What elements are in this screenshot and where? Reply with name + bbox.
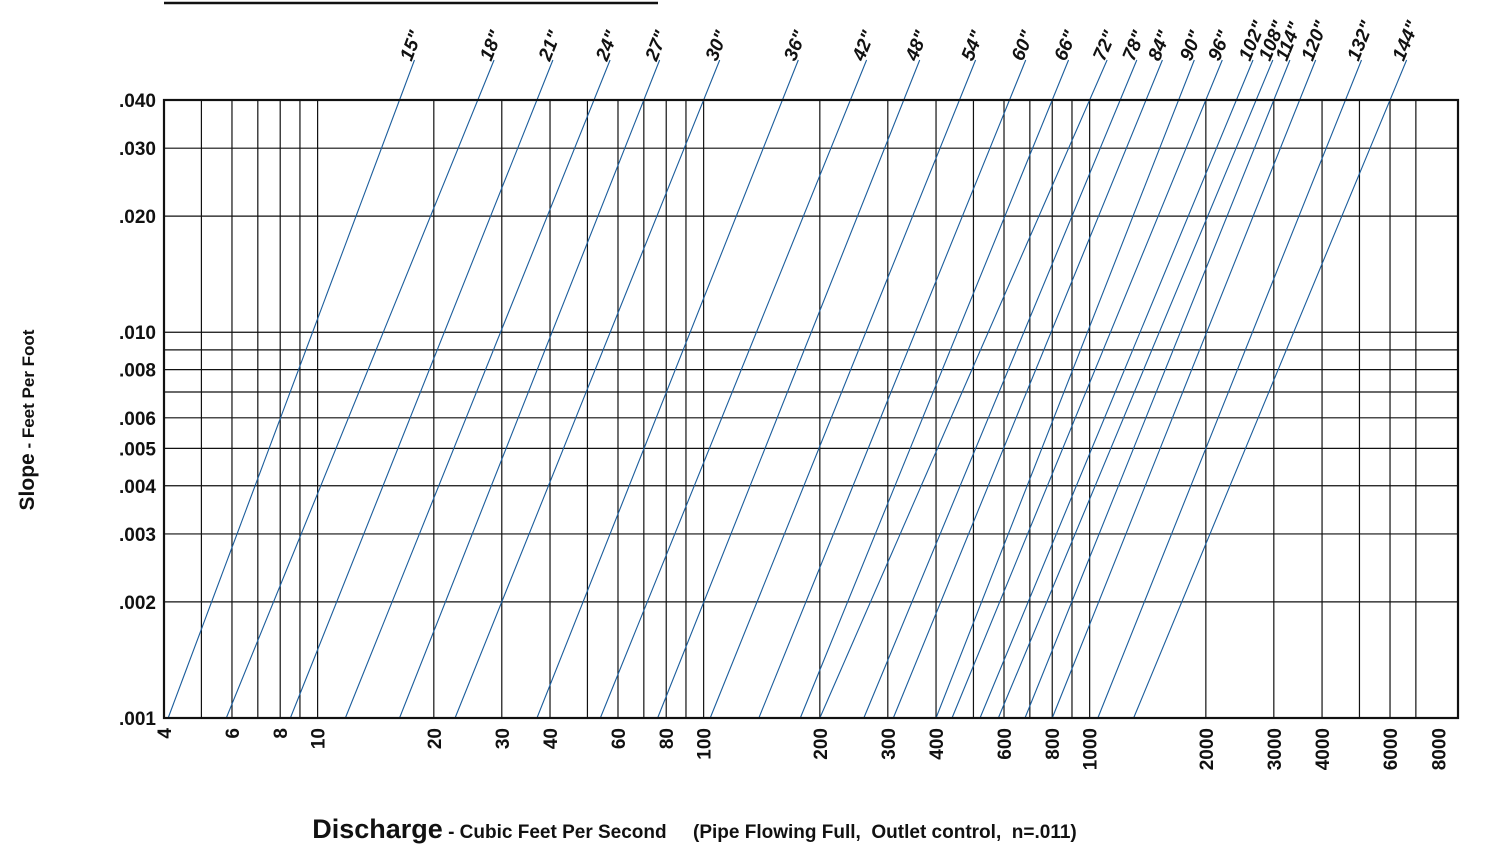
pipe-series-line (819, 59, 1108, 719)
y-tick-label: .006 (119, 409, 156, 430)
pipe-size-label: 96" (1204, 27, 1235, 64)
pipe-series-line (709, 59, 977, 719)
pipe-size-label: 120" (1298, 17, 1333, 64)
pipe-size-labels: 15" 18" 21" 24" 27" 30" 36" 42" 48" 54" 60" 66" 72"7… (397, 17, 1425, 64)
pipe-size-label: 90" (1176, 27, 1207, 64)
x-tick-label: 2000 (1197, 728, 1218, 770)
pipe-series-line (399, 59, 661, 719)
x-tick-label: 100 (695, 728, 716, 760)
y-tick-label: .020 (119, 207, 156, 228)
y-tick-labels: .001 .002 .003 .004 .005 .006 .008 .010 .020 .030… (119, 91, 156, 730)
y-tick-label: .003 (119, 525, 156, 546)
pipe-series-line (454, 59, 721, 719)
x-tick-label: 4000 (1313, 728, 1334, 770)
y-axis-title-sub: - Feet Per Foot (19, 329, 38, 453)
x-tick-label: 60 (609, 728, 630, 749)
y-tick-label: .010 (119, 323, 156, 344)
pipe-series-line (289, 59, 554, 719)
x-tick-label: 200 (811, 728, 832, 760)
pipe-size-label: 60" (1008, 27, 1039, 64)
y-tick-label: .001 (119, 709, 156, 730)
pipe-size-label: 66" (1051, 27, 1082, 64)
pipe-size-label: 27" (641, 27, 672, 65)
pipe-size-label: 54" (958, 27, 989, 64)
x-tick-label: 80 (657, 728, 678, 749)
x-tick-label: 6 (223, 728, 244, 739)
pipe-series-line (799, 59, 1070, 719)
x-tick-label: 30 (493, 728, 514, 749)
x-tick-label: 300 (879, 728, 900, 760)
pipe-series-line (1051, 59, 1317, 719)
pipe-size-label: 30" (702, 27, 733, 64)
series-layer (167, 59, 1408, 719)
pipe-size-label: 21" (535, 27, 566, 65)
plot-frame (162, 98, 1460, 720)
pipe-series-line (979, 59, 1254, 719)
x-tick-label: 400 (927, 728, 948, 760)
pipe-size-label: 42" (848, 27, 880, 65)
pipe-series-line (758, 59, 1027, 719)
x-tick-label: 800 (1043, 728, 1064, 760)
x-tick-label: 4 (155, 728, 176, 739)
pipe-series-line (657, 59, 921, 719)
x-tick-label: 8000 (1429, 728, 1450, 770)
y-tick-label: .030 (119, 139, 156, 160)
pipe-size-label: 36" (780, 27, 811, 64)
pipe-series-line (1024, 59, 1291, 719)
pipe-series-line (167, 59, 416, 719)
pipe-size-label: 48" (901, 27, 932, 65)
pipe-size-label: 144" (1389, 17, 1424, 64)
y-tick-label: .004 (119, 477, 156, 498)
x-axis-title: Discharge - Cubic Feet Per Second (Pipe … (290, 814, 1090, 844)
pipe-size-label: 78" (1119, 27, 1150, 64)
x-tick-label: 10 (309, 728, 330, 749)
x-tick-label: 20 (425, 728, 446, 749)
y-tick-label: .005 (119, 439, 156, 460)
x-tick-label: 40 (541, 728, 562, 749)
y-tick-label: .040 (119, 91, 156, 112)
x-tick-label: 1000 (1081, 728, 1102, 770)
pipe-series-line (892, 59, 1163, 719)
grid-layer (164, 100, 1458, 718)
pipe-size-label: 18" (476, 27, 507, 64)
pipe-size-label: 72" (1089, 27, 1121, 64)
x-tick-label: 6000 (1381, 728, 1402, 770)
pipe-series-line (951, 59, 1223, 719)
pipe-series-line (599, 59, 868, 719)
y-tick-label: .008 (119, 361, 156, 382)
pipe-series-line (935, 59, 1195, 719)
pipe-series-line (225, 59, 495, 719)
pipe-series-line (997, 59, 1274, 719)
pipe-size-label: 24" (592, 27, 623, 65)
pipe-series-line (1097, 59, 1363, 719)
x-tick-label: 8 (271, 728, 292, 739)
pipe-series-line (536, 59, 799, 719)
x-axis-title-main: Discharge (312, 814, 443, 844)
pipe-series-line (1133, 59, 1408, 719)
y-axis-title: Slope - Feet Per Foot (16, 329, 39, 510)
pipe-series-line (863, 59, 1138, 719)
x-axis-title-sub: - Cubic Feet Per Second (Pipe Flowing Fu… (443, 822, 1077, 843)
x-tick-label: 600 (995, 728, 1016, 760)
x-tick-labels: 4 6 8 10 20 30 40 60 80 100 200 300 400 600 800 1000 200… (155, 728, 1450, 771)
pipe-size-label: 15" (397, 27, 428, 64)
y-tick-label: .002 (119, 593, 156, 614)
pipe-size-label: 84" (1145, 27, 1176, 64)
pipe-size-label: 132" (1344, 17, 1379, 64)
y-axis-title-main: Slope (16, 453, 39, 510)
pipe-series-line (344, 59, 611, 719)
x-tick-label: 3000 (1265, 728, 1286, 770)
